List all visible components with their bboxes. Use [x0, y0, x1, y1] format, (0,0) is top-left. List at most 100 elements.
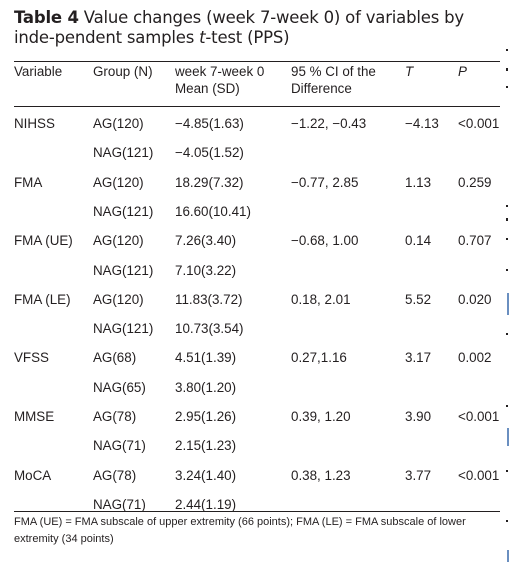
table-row: NAG(65) 3.80(1.20) — [14, 373, 502, 402]
top-rule — [14, 61, 500, 63]
cell-group: NAG(121) — [93, 145, 154, 161]
cell-p: 0.707 — [458, 233, 492, 249]
header-variable: Variable — [14, 64, 63, 79]
edge-mark — [506, 405, 508, 407]
cell-group: NAG(71) — [93, 496, 146, 512]
cell-t: 3.77 — [405, 467, 432, 483]
cell-mean: 4.51(1.39) — [175, 350, 237, 366]
cell-mean: 18.29(7.32) — [175, 174, 244, 190]
cell-group: NAG(65) — [93, 379, 146, 395]
edge-mark — [506, 520, 508, 522]
cell-ci: −1.22, −0.43 — [291, 116, 367, 131]
header-ci-line2: Difference — [291, 81, 352, 96]
cell-t: 3.17 — [405, 350, 432, 366]
edge-mark — [507, 428, 509, 446]
cell-ci: 0.27,1.16 — [291, 350, 347, 366]
cell-mean: 3.80(1.20) — [175, 379, 237, 395]
edge-mark — [506, 68, 508, 71]
cell-variable: FMA (UE) — [14, 233, 73, 249]
table-row: NAG(71) 2.44(1.19) — [14, 490, 502, 519]
cell-ci: 0.39, 1.20 — [291, 409, 351, 424]
header-rule — [14, 106, 500, 107]
edge-mark — [506, 238, 508, 240]
header-p: P — [458, 64, 467, 79]
cell-mean: −4.85(1.63) — [175, 116, 244, 131]
cell-p: 0.002 — [458, 350, 492, 366]
cell-variable: NIHSS — [14, 116, 55, 131]
cell-mean: 3.24(1.40) — [175, 467, 237, 483]
cell-p: <0.001 — [458, 467, 500, 483]
table-row: FMA (UE) AG(120) 7.26(3.40) −0.68, 1.00 0.14… — [14, 226, 502, 255]
edge-mark — [506, 218, 508, 221]
cell-group: AG(120) — [93, 233, 144, 249]
caption-text: Value changes (week 7-week 0) of variabl… — [14, 8, 464, 47]
table-document: Table 4 Value changes (week 7-week 0) of… — [14, 8, 502, 545]
cell-ci: −0.68, 1.00 — [291, 233, 359, 249]
cell-mean: 2.15(1.23) — [175, 438, 237, 454]
cell-p: <0.001 — [458, 116, 500, 131]
table-label: Table 4 — [14, 8, 79, 27]
header-ci: 95 % CI of the Difference — [291, 63, 376, 97]
header-ci-line1: 95 % CI of the — [291, 64, 376, 79]
cell-p: <0.001 — [458, 409, 500, 424]
table-row: FMA AG(120) 18.29(7.32) −0.77, 2.85 1.13 0.25… — [14, 168, 502, 197]
header-mean-line2: Mean (SD) — [175, 81, 240, 96]
table-row: NAG(121) 10.73(3.54) — [14, 314, 502, 343]
header-t: T — [405, 64, 414, 79]
cell-ci: 0.38, 1.23 — [291, 467, 351, 483]
cell-t: 0.14 — [405, 233, 432, 249]
caption-italic: t — [199, 28, 206, 47]
cell-group: AG(78) — [93, 409, 137, 424]
table-row: NAG(121) −4.05(1.52) — [14, 138, 502, 167]
cell-variable: MoCA — [14, 467, 52, 483]
cell-group: NAG(121) — [93, 262, 154, 278]
cell-ci: 0.18, 2.01 — [291, 291, 351, 307]
table-row: MoCA AG(78) 3.24(1.40) 0.38, 1.23 3.77 <0.001 — [14, 461, 502, 490]
cell-mean: 10.73(3.54) — [175, 321, 244, 337]
cell-group: AG(120) — [93, 174, 144, 190]
cell-group: AG(120) — [93, 291, 144, 307]
cell-group: AG(68) — [93, 350, 137, 366]
cell-variable: FMA (LE) — [14, 291, 71, 307]
cell-mean: 16.60(10.41) — [175, 203, 251, 219]
cell-ci: −0.77, 2.85 — [291, 174, 359, 190]
table-row: NAG(121) 7.10(3.22) — [14, 256, 502, 285]
table-caption: Table 4 Value changes (week 7-week 0) of… — [14, 8, 502, 48]
cell-variable: FMA — [14, 174, 43, 190]
edge-mark — [506, 333, 508, 335]
cell-group: NAG(121) — [93, 203, 154, 219]
table-row: VFSS AG(68) 4.51(1.39) 0.27,1.16 3.17 0.002 — [14, 343, 502, 372]
edge-mark — [506, 470, 508, 472]
table-row: NAG(121) 16.60(10.41) — [14, 197, 502, 226]
caption-text-end: -test (PPS) — [205, 28, 290, 47]
table-row: NAG(71) 2.15(1.23) — [14, 431, 502, 460]
edge-mark — [506, 269, 508, 271]
cell-t: 3.90 — [405, 409, 432, 424]
edge-mark — [506, 86, 508, 88]
cell-mean: 7.10(3.22) — [175, 262, 237, 278]
header-group: Group (N) — [93, 64, 153, 79]
table-row: MMSE AG(78) 2.95(1.26) 0.39, 1.20 3.90 <0.001 — [14, 402, 502, 431]
cell-mean: 11.83(3.72) — [175, 291, 243, 307]
header-mean: week 7-week 0 Mean (SD) — [175, 63, 264, 97]
cell-t: 1.13 — [405, 174, 432, 190]
table-header: Variable Group (N) week 7-week 0 Mean (S… — [14, 61, 502, 105]
cell-group: AG(78) — [93, 467, 137, 483]
cell-p: 0.259 — [458, 174, 492, 190]
header-mean-line1: week 7-week 0 — [175, 64, 265, 79]
cell-t: 5.52 — [405, 291, 432, 307]
cell-mean: 2.44(1.19) — [175, 496, 237, 512]
cell-variable: VFSS — [14, 350, 49, 366]
cell-p: 0.020 — [458, 291, 492, 307]
table-footnote: FMA (UE) = FMA subscale of upper extremi… — [14, 516, 466, 545]
bottom-rule — [14, 511, 500, 512]
cell-mean: 7.26(3.40) — [175, 233, 237, 249]
cell-group: AG(120) — [93, 116, 144, 131]
cell-group: NAG(71) — [93, 438, 146, 454]
edge-mark — [507, 550, 509, 562]
cell-t: −4.13 — [405, 116, 439, 131]
cell-variable: MMSE — [14, 409, 55, 424]
cell-mean: −4.05(1.52) — [175, 145, 244, 161]
table-row: NIHSS AG(120) −4.85(1.63) −1.22, −0.43 −4.13… — [14, 109, 502, 138]
cell-group: NAG(121) — [93, 321, 154, 337]
